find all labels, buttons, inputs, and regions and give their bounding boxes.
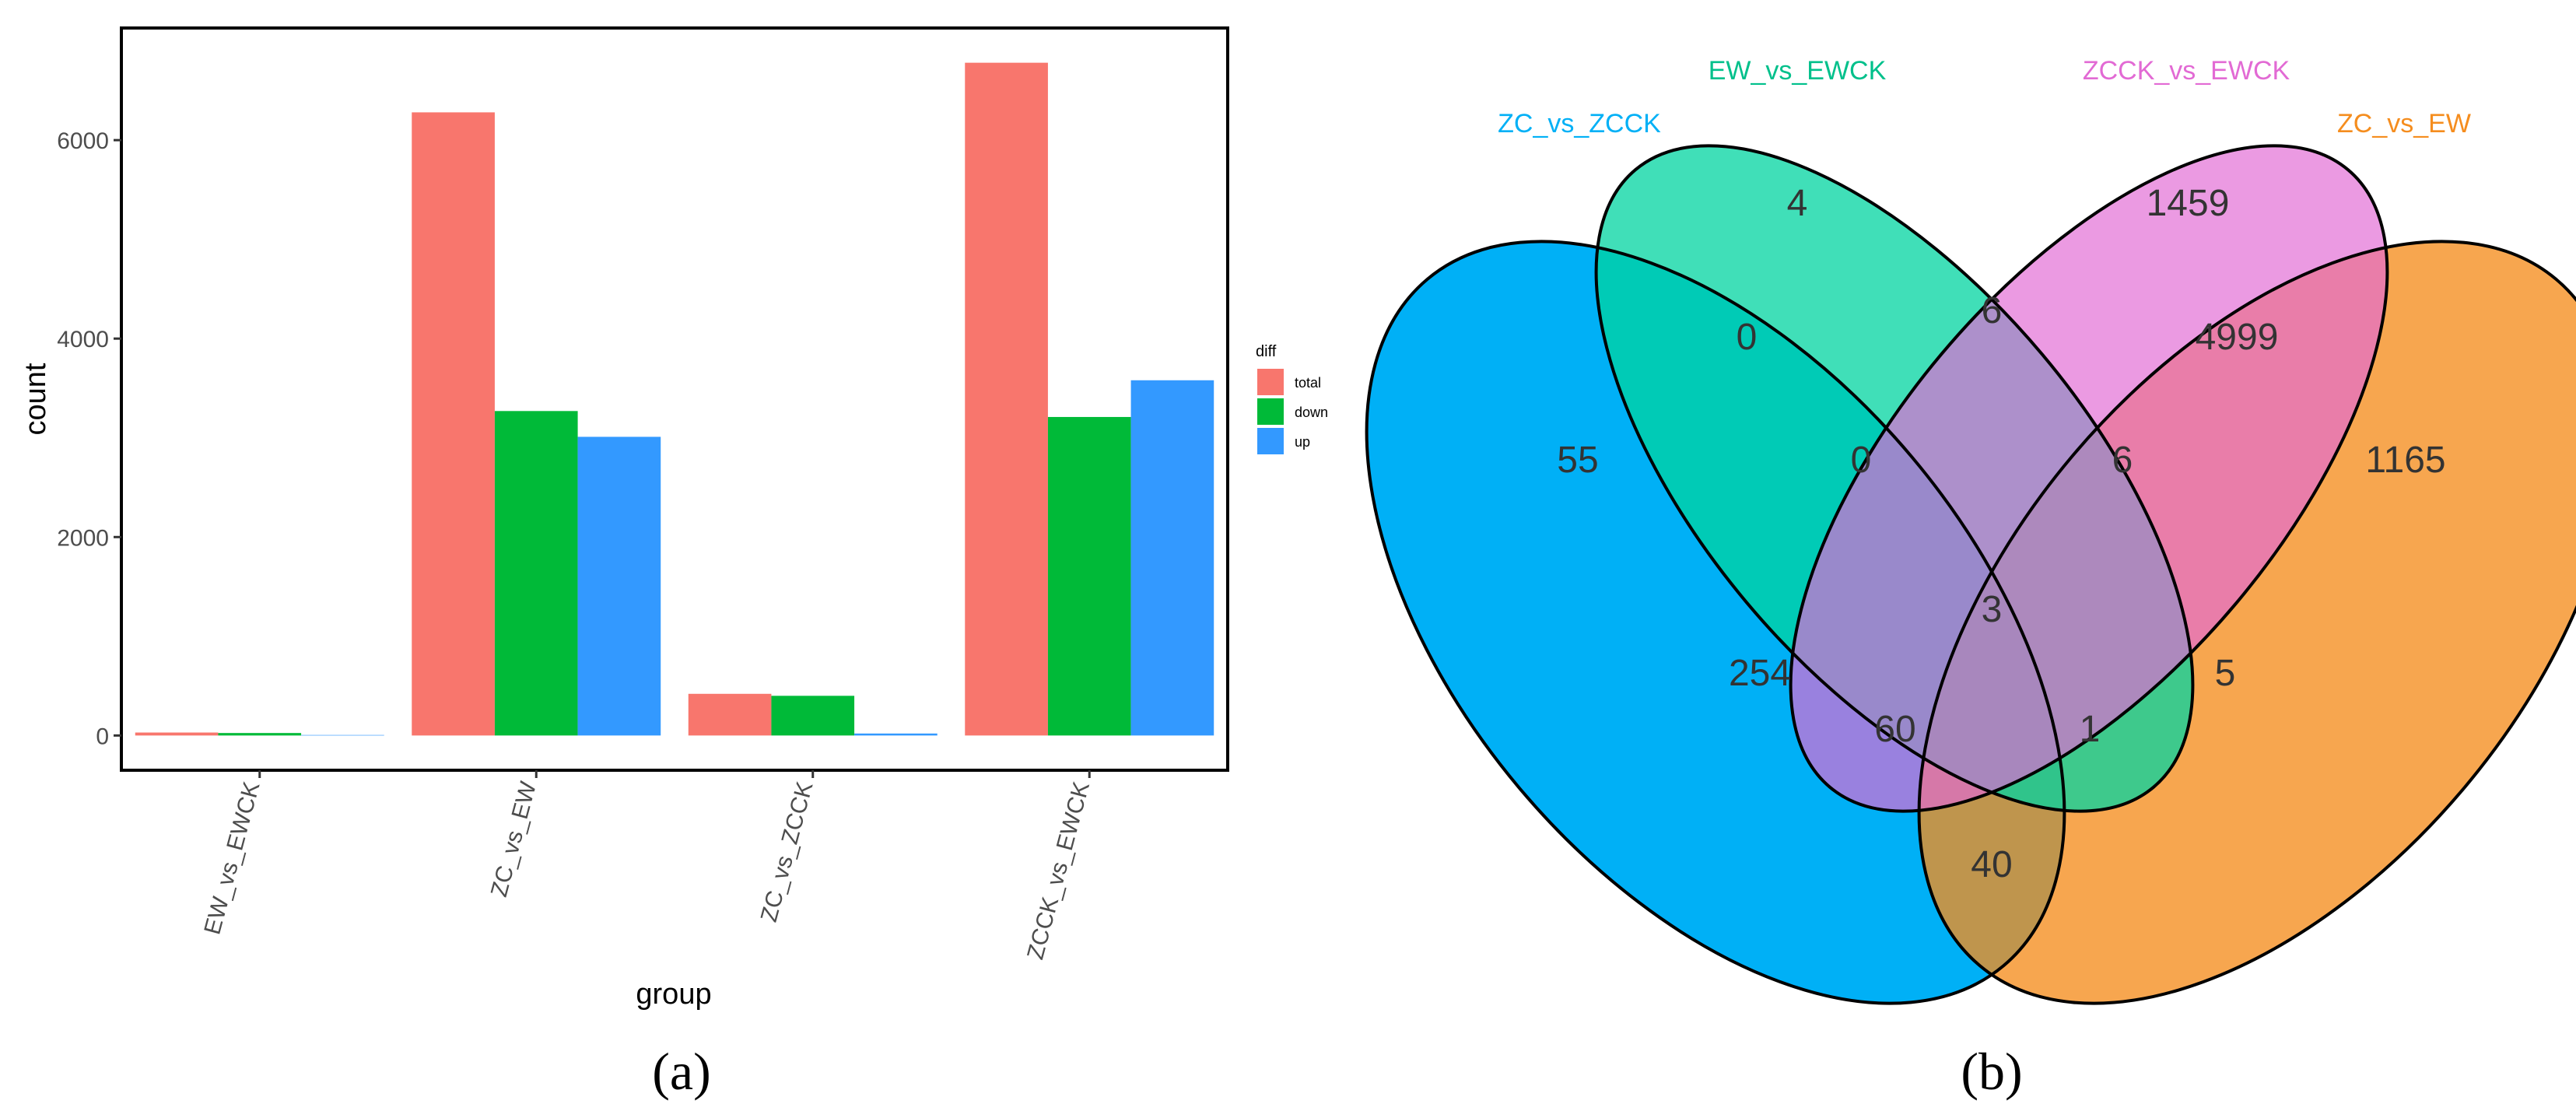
x-axis-title: group [636, 978, 711, 1011]
bar-up-ew-vs-ewck [301, 734, 384, 736]
venn-set-label-zc-vs-zcck: ZC_vs_ZCCK [1498, 109, 1661, 138]
venn-set-3-outline [1789, 144, 2389, 813]
venn-set-label-zc-vs-ew: ZC_vs_EW [2337, 109, 2471, 138]
venn-count-ac: 254 [1729, 653, 1791, 694]
venn-count-cd: 4999 [2196, 317, 2279, 358]
venn-region-counts: 55 4 1459 1165 0 6 4999 254 5 40 0 6 60 … [1557, 183, 2445, 885]
panel-label-a: (a) [652, 1042, 710, 1101]
x-tick-label: ZCCK_vs_EWCK [1022, 779, 1095, 962]
venn-set-2-outline [1594, 144, 2195, 813]
venn-outlines [1365, 144, 2576, 1005]
x-axis-ticks: EW_vs_EWCK ZC_vs_EW ZC_vs_ZCCK ZCCK_vs_EWCK [199, 770, 1095, 962]
venn-fills [1366, 145, 2576, 1004]
venn-set-4-outline [1917, 240, 2576, 1005]
y-tick-label: 4000 [57, 327, 109, 352]
venn-count-abcd: 3 [1982, 589, 2003, 630]
panel-label-b: (b) [1961, 1042, 2022, 1101]
legend-label-total: total [1295, 375, 1321, 391]
venn-set-1-fill [1366, 241, 2065, 1004]
venn-count-b-only: 4 [1787, 183, 1808, 224]
bar-total-zc-vs-ew [412, 112, 495, 736]
bar-up-zcck-vs-ewck [1130, 380, 1214, 736]
legend-swatch-total [1257, 369, 1284, 395]
bar-up-zc-vs-zcck [854, 733, 938, 736]
bar-total-zcck-vs-ewck [965, 62, 1048, 736]
venn-set-1-outline [1365, 240, 2066, 1005]
bar-down-zc-vs-zcck [771, 696, 855, 736]
venn-set-label-zcck-vs-ewck: ZCCK_vs_EWCK [2083, 56, 2290, 86]
legend-swatch-up [1257, 428, 1284, 454]
venn-count-acd: 60 [1874, 709, 1915, 750]
bar-down-zcck-vs-ewck [1047, 416, 1131, 736]
venn-count-abc: 0 [1851, 440, 1872, 481]
bar-chart-panel: 0 2000 4000 6000 EW_vs_EWCK ZC_vs_EW ZC_vs_ZC… [19, 26, 1328, 1101]
bars-group [135, 62, 1214, 736]
venn-count-ad: 40 [1971, 844, 2012, 885]
y-tick-label: 6000 [57, 128, 109, 154]
venn-count-a-only: 55 [1557, 440, 1598, 481]
x-tick-label: ZC_vs_ZCCK [756, 779, 818, 924]
venn-count-c-only: 1459 [2147, 183, 2230, 224]
venn-set-4-fill [1919, 241, 2576, 1004]
venn-count-bc: 6 [1982, 290, 2003, 331]
venn-set-3-fill [1790, 145, 2388, 811]
y-axis-title: count [19, 363, 52, 435]
x-tick-label: ZC_vs_EW [486, 779, 541, 900]
y-tick-label: 0 [96, 724, 109, 749]
y-tick-label: 2000 [57, 525, 109, 551]
x-tick-label: EW_vs_EWCK [199, 779, 265, 937]
legend-label-up: up [1295, 434, 1310, 450]
bar-up-zc-vs-ew [577, 436, 661, 736]
y-axis-ticks: 0 2000 4000 6000 [57, 128, 121, 749]
bar-total-ew-vs-ewck [135, 732, 219, 736]
venn-count-abd: 1 [2080, 709, 2101, 750]
bar-down-ew-vs-ewck [218, 733, 302, 736]
venn-count-ab: 0 [1737, 317, 1758, 358]
legend-swatch-down [1257, 398, 1284, 425]
venn-count-bcd: 6 [2112, 440, 2133, 481]
legend-title: diff [1256, 343, 1277, 360]
venn-set-label-ew-vs-ewck: EW_vs_EWCK [1709, 56, 1887, 86]
venn-count-bd: 5 [2215, 653, 2236, 694]
bar-down-zc-vs-ew [494, 411, 578, 736]
legend: diff total down up [1256, 343, 1328, 454]
venn-diagram-panel: ZC_vs_ZCCK EW_vs_EWCK ZCCK_vs_EWCK ZC_vs… [1365, 56, 2576, 1101]
bar-total-zc-vs-zcck [688, 693, 772, 736]
legend-label-down: down [1295, 405, 1328, 420]
venn-count-d-only: 1165 [2365, 440, 2445, 481]
